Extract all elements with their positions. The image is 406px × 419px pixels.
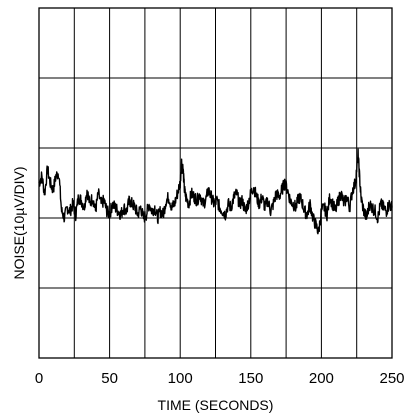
x-axis-label: TIME (SECONDS) [158,397,274,413]
x-tick-label: 200 [309,370,334,387]
y-axis-label: NOISE(10µV/DIV) [11,166,27,279]
x-tick-label: 150 [238,370,263,387]
x-tick-label: 250 [379,370,404,387]
noise-trace [38,148,393,235]
x-tick-label: 0 [35,370,43,387]
chart-grid [39,8,392,358]
x-tick-label: 100 [168,370,193,387]
x-tick-labels: 0 50 100 150 200 250 [35,370,405,387]
x-tick-label: 50 [101,370,118,387]
